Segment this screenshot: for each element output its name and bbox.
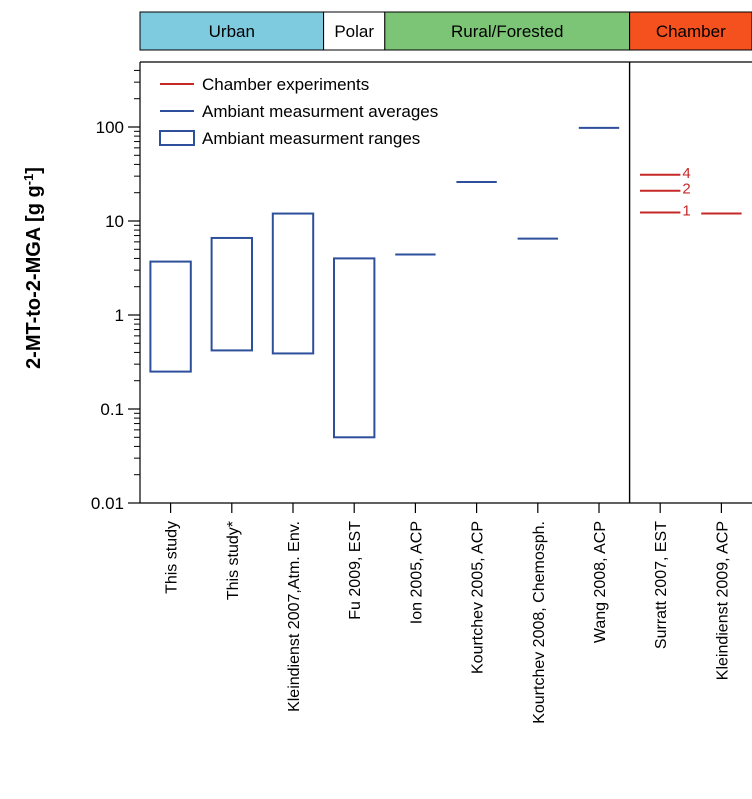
x-tick-label-2: Kleindienst 2007,Atm. Env. [286,521,303,712]
legend-swatch-range [159,130,195,146]
chamber-line-label-2: 1 [682,203,690,220]
x-tick-label-8: Surratt 2007, EST [653,521,670,649]
y-axis-title: 2-MT-to-2-MGA [g g-1] [21,167,46,369]
legend: Chamber experiments Ambiant measurment av… [159,75,438,148]
chamber-line-label-0: 4 [682,165,690,182]
environment-label-0: Urban [209,22,255,41]
x-tick-label-4: Ion 2005, ACP [408,521,425,624]
x-tick-label-7: Wang 2008, ACP [592,521,609,643]
range-box-3 [333,257,376,439]
environment-segment-2 [384,11,631,51]
environment-bar: Urban Polar Rural/Forested Chamber [139,11,752,51]
range-box-2 [271,212,315,355]
x-tick-label-9: Kleindienst 2009, ACP [714,521,731,680]
y-tick-label-1: 0.1 [100,400,124,419]
y-tick-label-4: 100 [96,118,124,137]
y-axis-ticks: 0.01 0.1 1 10 100 [91,69,140,513]
range-box-1 [210,236,253,352]
y-tick-label-2: 1 [115,306,124,325]
x-tick-label-6: Kourtchev 2008, Chemosph. [531,521,548,724]
x-axis-ticks: This study This study* Kleindienst 2007,At… [164,503,731,724]
x-tick-label-5: Kourtchev 2005, ACP [470,521,487,674]
x-tick-label-0: This study [164,521,181,594]
data-marks: 42 1 [149,126,742,439]
range-box-0 [149,260,192,373]
environment-label-3: Chamber [656,22,726,41]
environment-segment-1 [323,11,386,51]
x-tick-label-3: Fu 2009, EST [347,521,364,620]
x-tick-label-1: This study* [225,521,242,600]
environment-label-2: Rural/Forested [451,22,563,41]
environment-label-1: Polar [334,22,374,41]
y-tick-label-0: 0.01 [91,494,124,513]
legend-label-2: Ambiant measurment ranges [202,129,420,148]
chamber-line-label-1: 2 [682,181,690,198]
y-tick-label-3: 10 [105,212,124,231]
legend-label-1: Ambiant measurment averages [202,102,438,121]
legend-label-0: Chamber experiments [202,75,369,94]
y-axis-label: 2-MT-to-2-MGA [g g-1] [21,167,46,369]
environment-segment-0 [139,11,325,51]
